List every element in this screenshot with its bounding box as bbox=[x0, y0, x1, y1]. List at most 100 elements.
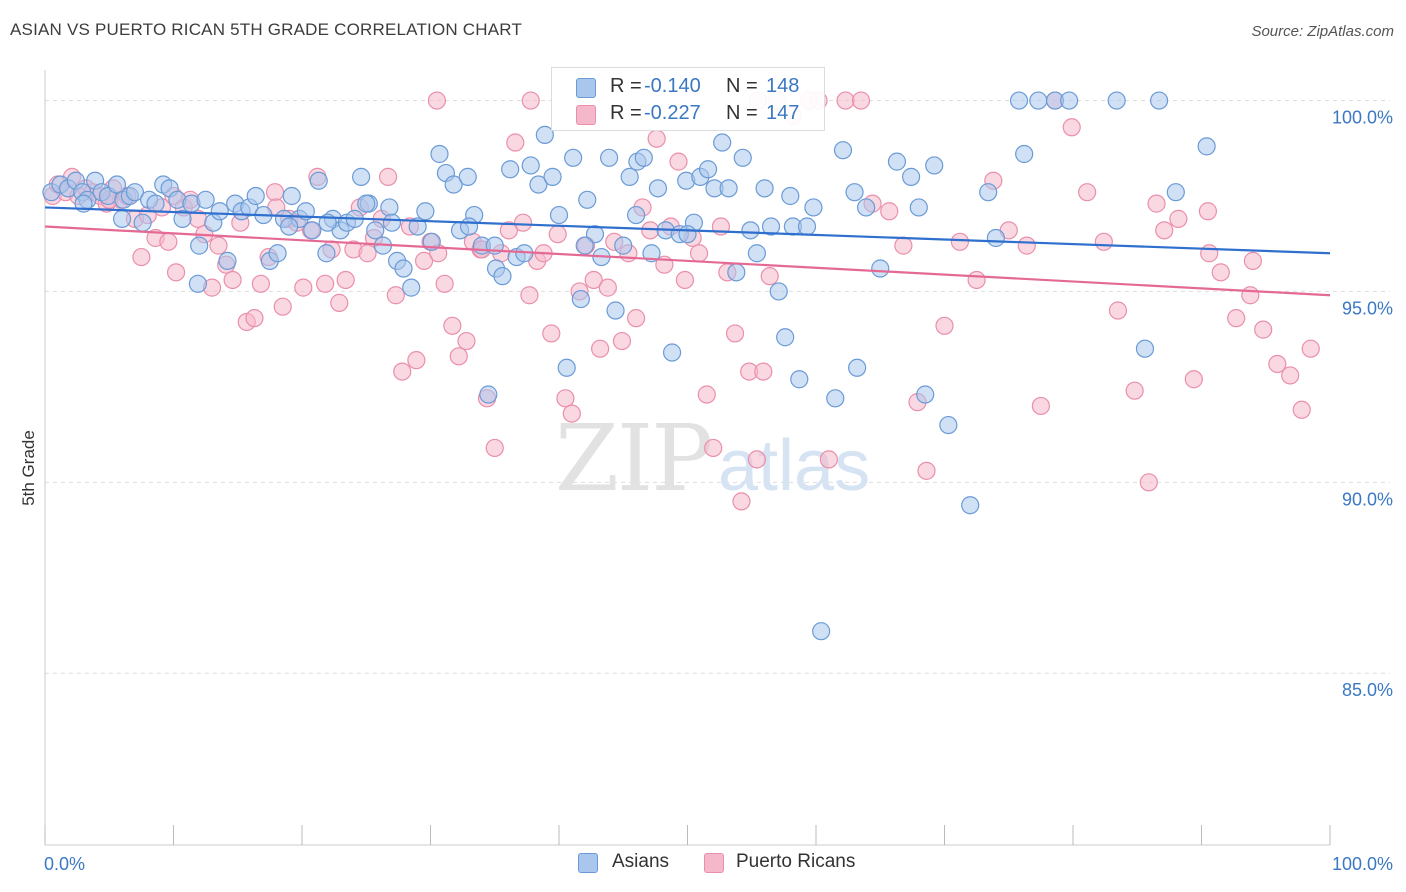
x-tick-label-end: 100.0% bbox=[1332, 854, 1393, 874]
puerto-rican-point bbox=[591, 339, 610, 358]
asian-point bbox=[662, 343, 682, 362]
asian-point bbox=[871, 259, 890, 278]
x-tick-label-start: 0.0% bbox=[44, 854, 85, 874]
asian-point bbox=[1166, 183, 1185, 202]
puerto-rican-point bbox=[689, 244, 709, 263]
asian-point bbox=[173, 209, 192, 228]
y-axis-label: 5th Grade bbox=[19, 430, 38, 506]
puerto-rican-point bbox=[1243, 251, 1263, 270]
asian-point bbox=[246, 186, 265, 206]
puerto-rican-point bbox=[485, 438, 504, 458]
asian-point bbox=[741, 221, 760, 240]
asian-point bbox=[887, 152, 907, 171]
asian-point bbox=[614, 236, 633, 255]
legend-r-value: -0.140 bbox=[644, 75, 701, 97]
asian-point bbox=[529, 175, 548, 194]
asian-point bbox=[901, 167, 921, 186]
puerto-rican-point bbox=[457, 331, 476, 351]
asian-point bbox=[606, 301, 625, 320]
puerto-rican-point bbox=[223, 270, 242, 290]
asian-points bbox=[42, 91, 1216, 641]
puerto-rican-point bbox=[407, 351, 426, 370]
asian-point bbox=[444, 175, 463, 194]
asian-point bbox=[1060, 91, 1079, 110]
asian-point bbox=[755, 179, 774, 198]
asian-point bbox=[642, 244, 661, 263]
asian-point bbox=[309, 171, 328, 190]
asian-point bbox=[571, 289, 590, 309]
asian-point bbox=[727, 263, 746, 282]
puerto-rican-point bbox=[265, 183, 285, 202]
asian-point bbox=[845, 183, 864, 202]
puerto-rican-point bbox=[747, 450, 766, 469]
puerto-rican-point bbox=[209, 236, 228, 255]
asian-point bbox=[458, 167, 477, 186]
asian-point bbox=[408, 217, 427, 236]
puerto-rican-point bbox=[245, 309, 264, 328]
puerto-rican-trend-line bbox=[44, 225, 1331, 297]
chart-source: Source: ZipAtlas.com bbox=[1251, 23, 1394, 40]
asian-point bbox=[939, 415, 958, 435]
puerto-rican-point bbox=[1198, 202, 1218, 221]
asian-point bbox=[1029, 91, 1048, 110]
asian-point bbox=[797, 217, 817, 236]
asian-point bbox=[564, 148, 583, 167]
puerto-rican-point bbox=[1155, 221, 1174, 240]
puerto-rican-point bbox=[294, 278, 313, 297]
asian-trend-line bbox=[44, 206, 1331, 255]
puerto-rican-point bbox=[166, 263, 186, 282]
asian-point bbox=[107, 175, 127, 194]
puerto-rican-point bbox=[647, 129, 666, 148]
y-tick-label: 90.0% bbox=[1342, 489, 1393, 509]
asian-point bbox=[600, 148, 619, 167]
asian-point bbox=[549, 205, 569, 225]
puerto-rican-point bbox=[1094, 232, 1113, 251]
legend-r-label: R = bbox=[610, 102, 642, 124]
asian-point bbox=[521, 156, 540, 175]
asian-point bbox=[1135, 339, 1155, 358]
puerto-rican-point bbox=[626, 309, 646, 328]
bottom-legend-label-puerto-ricans: Puerto Ricans bbox=[736, 851, 856, 872]
asian-point bbox=[781, 186, 800, 206]
puerto-rican-point bbox=[894, 236, 913, 255]
puerto-rican-point bbox=[1281, 366, 1300, 385]
asian-point bbox=[620, 167, 639, 186]
puerto-rican-point bbox=[1078, 183, 1097, 202]
asian-point bbox=[747, 244, 766, 263]
asian-point bbox=[1009, 91, 1029, 110]
puerto-rican-point bbox=[316, 274, 335, 293]
puerto-rican-point bbox=[1184, 370, 1203, 389]
asian-point bbox=[1149, 91, 1169, 110]
bottom-swatch-asians bbox=[578, 853, 598, 873]
asian-point bbox=[402, 278, 421, 297]
asian-point bbox=[733, 148, 752, 167]
asian-point bbox=[626, 205, 646, 225]
bottom-swatch-puerto-ricans bbox=[704, 853, 724, 873]
y-tick-label: 100.0% bbox=[1332, 108, 1393, 128]
puerto-rican-point bbox=[880, 202, 899, 221]
asian-point bbox=[352, 167, 371, 186]
asian-point bbox=[501, 160, 520, 179]
asian-point bbox=[125, 183, 145, 202]
puerto-rican-point bbox=[1301, 339, 1320, 358]
legend-n-value: 148 bbox=[766, 75, 800, 97]
asian-point bbox=[790, 370, 809, 389]
puerto-rican-point bbox=[950, 232, 970, 251]
puerto-rican-point bbox=[556, 389, 575, 408]
puerto-rican-point bbox=[1254, 320, 1273, 339]
asian-point bbox=[282, 186, 301, 206]
puerto-rican-point bbox=[819, 450, 838, 469]
asian-point bbox=[416, 202, 435, 221]
trend-layer bbox=[44, 206, 1331, 297]
asian-point bbox=[1107, 91, 1126, 110]
puerto-rican-point bbox=[562, 404, 581, 423]
puerto-rican-point bbox=[669, 152, 688, 171]
puerto-rican-point bbox=[548, 225, 567, 244]
puerto-rican-point bbox=[358, 244, 377, 263]
asian-point bbox=[585, 225, 605, 244]
puerto-rican-point bbox=[435, 274, 454, 293]
puerto-rican-point bbox=[1268, 354, 1287, 374]
legend-r-label: R = bbox=[610, 75, 642, 97]
puerto-rican-point bbox=[1211, 263, 1230, 282]
